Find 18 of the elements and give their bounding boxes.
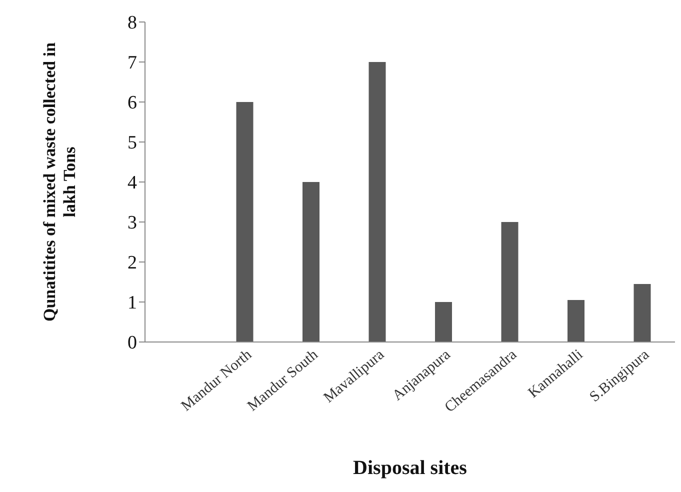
y-tick-label: 7 <box>128 52 137 74</box>
x-axis-title: Disposal sites <box>353 457 468 479</box>
y-tick-label: 0 <box>128 332 137 354</box>
bar <box>568 300 584 342</box>
y-tick-label: 3 <box>128 212 137 234</box>
bar <box>236 102 254 342</box>
bar <box>501 222 518 342</box>
bar <box>302 182 320 342</box>
y-tick-label: 1 <box>128 292 137 314</box>
bar <box>368 62 386 342</box>
y-tick-label: 8 <box>128 12 137 34</box>
y-axis-title: Qunatitites of mixed waste collected in lakh Tons <box>40 42 79 322</box>
bar <box>634 284 651 342</box>
y-tick-label: 4 <box>128 172 138 194</box>
bar <box>435 302 452 342</box>
y-tick-label: 5 <box>128 132 137 154</box>
y-tick-label: 2 <box>128 252 137 274</box>
y-tick-label: 6 <box>128 92 137 114</box>
